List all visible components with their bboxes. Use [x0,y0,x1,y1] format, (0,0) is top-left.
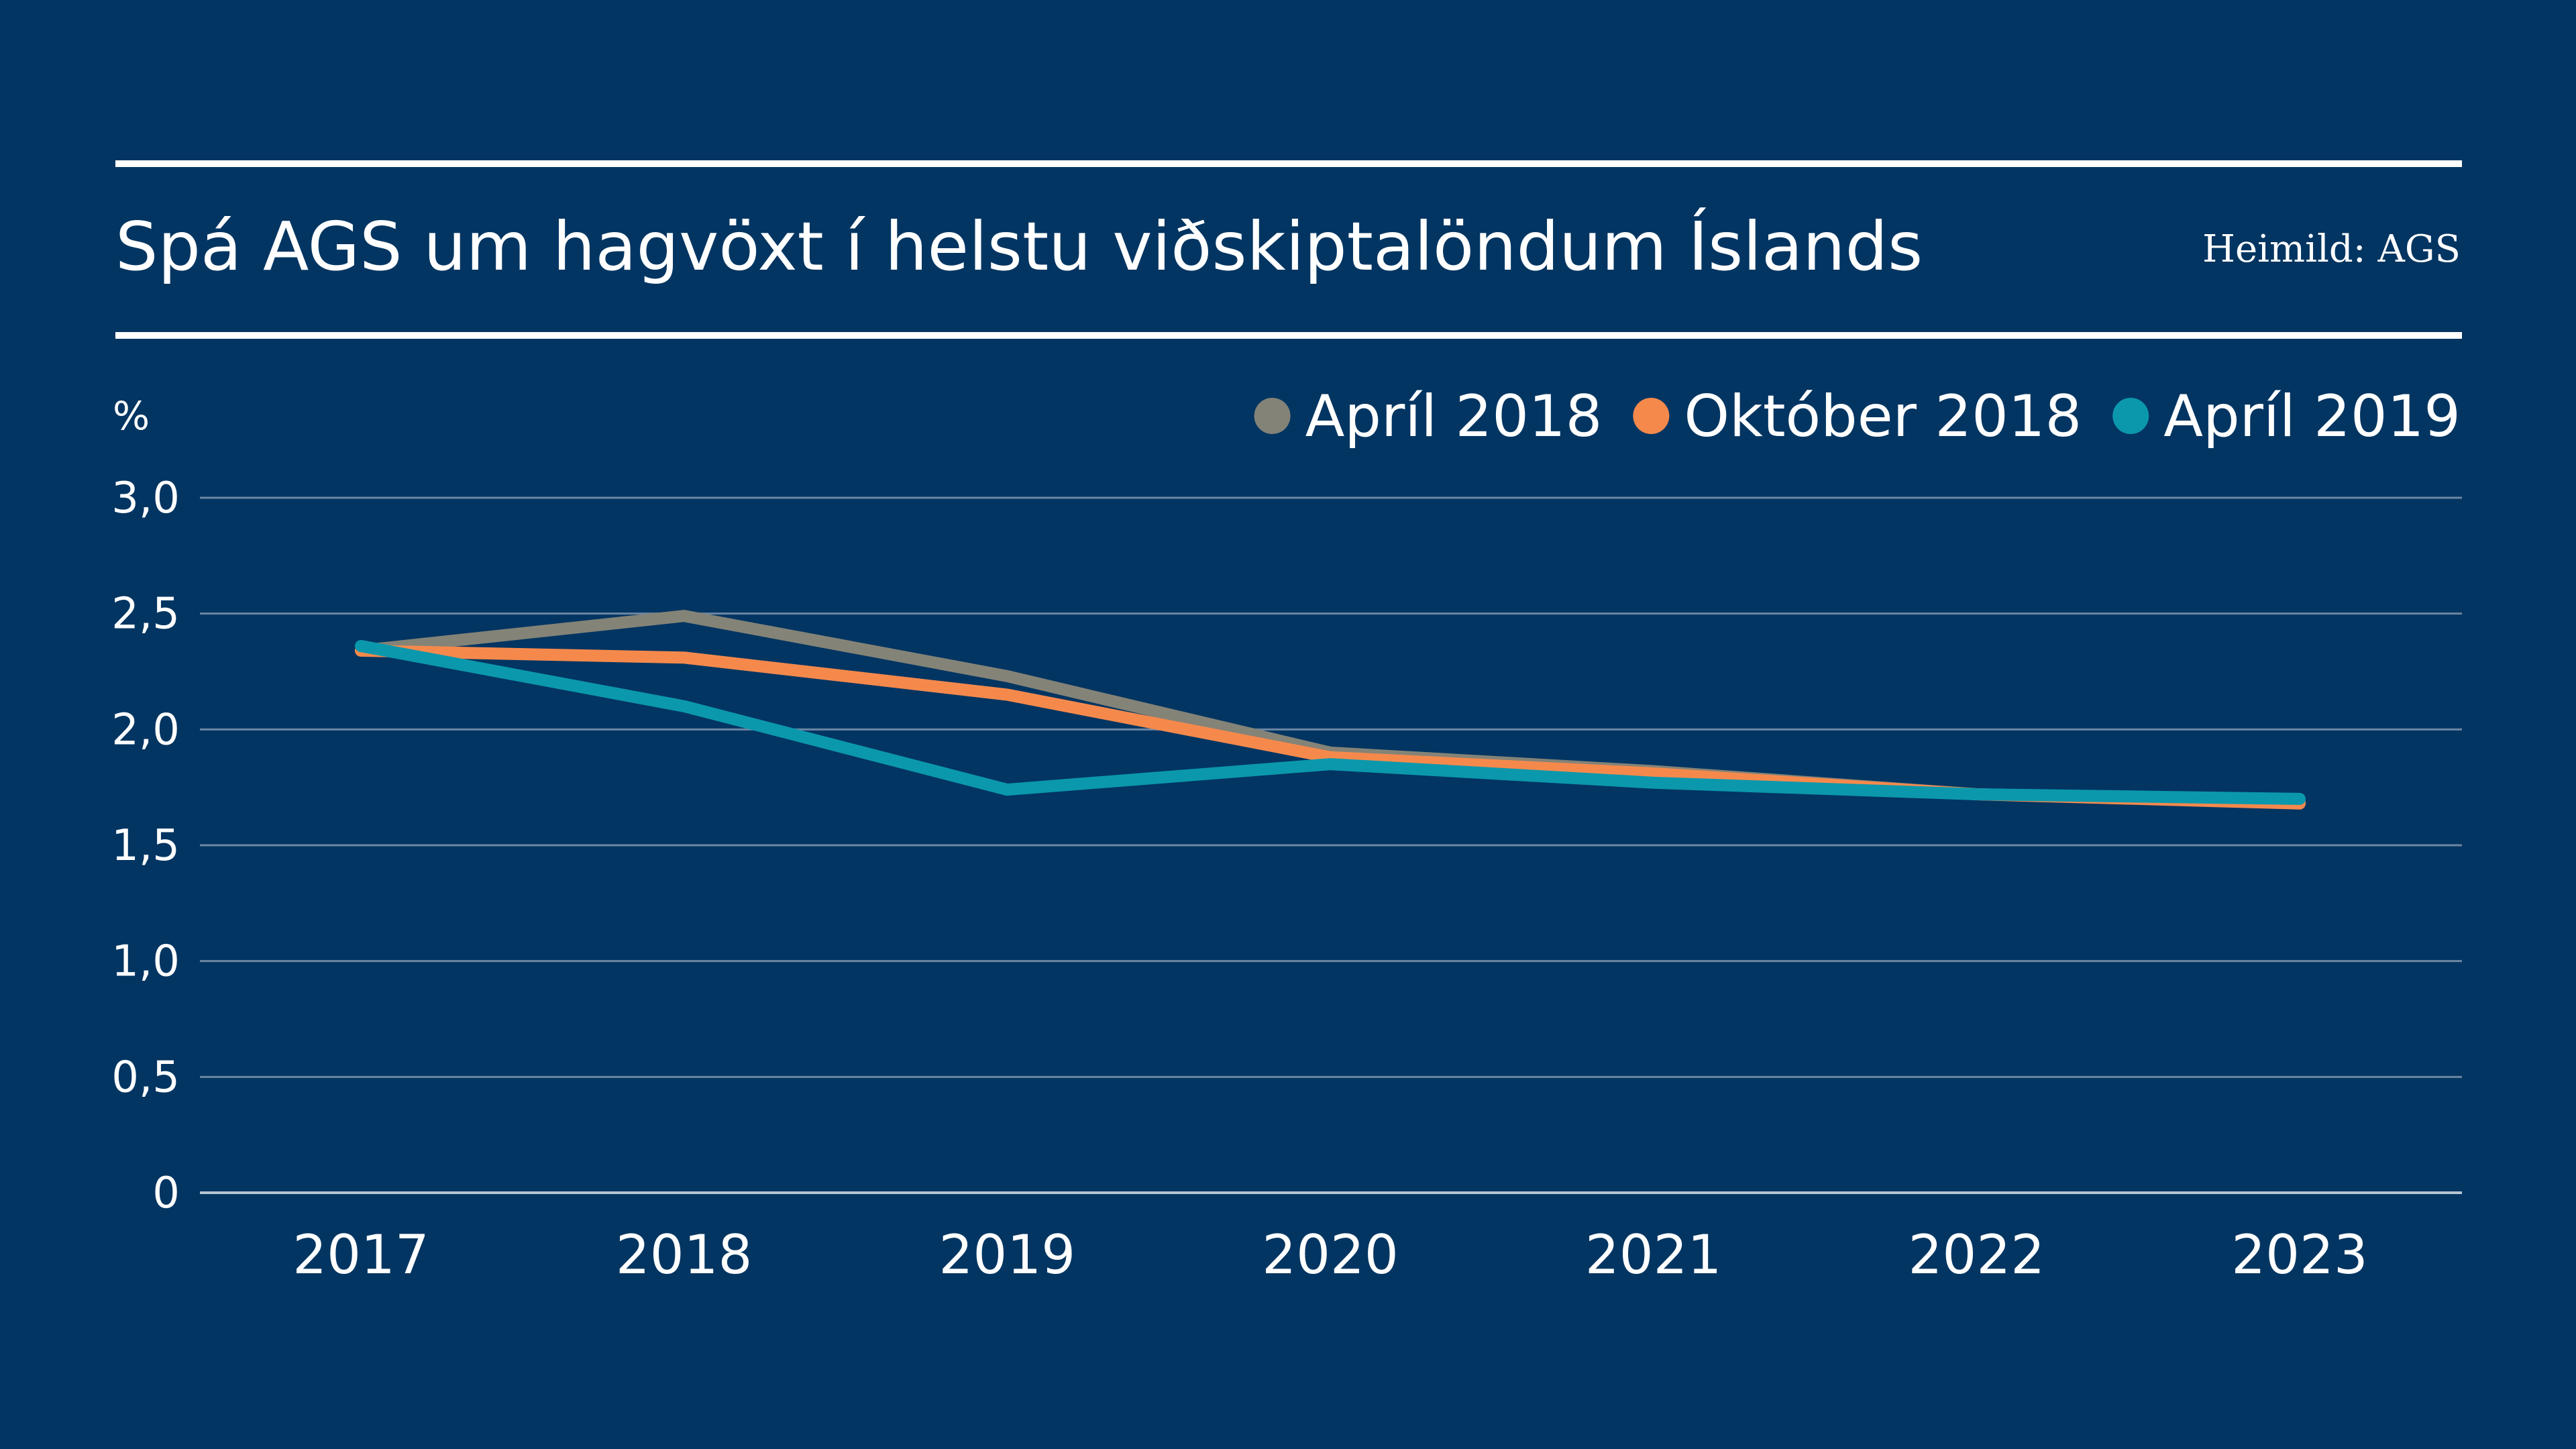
y-tick-label: 1,0 [111,937,180,987]
y-tick-label: 0,5 [111,1053,180,1102]
series-line-1 [355,610,2306,808]
source-note: Heimild: AGS [2202,227,2461,271]
x-tick-label: 2018 [616,1224,753,1286]
x-axis-ticks: 2017 2018 2019 2020 2021 2022 2023 [292,1224,2368,1286]
legend: Apríl 2019 Október 2018 Apríl 2018 [1254,383,2461,450]
legend-item: Október 2018 [1633,383,2082,450]
legend-label: Apríl 2019 [2163,383,2461,450]
legend-label: Apríl 2018 [1305,383,1603,450]
y-axis-unit-label: % [113,393,150,439]
y-tick-label: 0 [152,1169,180,1218]
y-tick-label: 3,0 [111,474,180,523]
x-tick-label: 2023 [2231,1224,2368,1286]
series-line-3 [355,640,2306,805]
gridlines [200,496,2462,1194]
legend-label: Október 2018 [1684,383,2082,450]
x-tick-label: 2017 [292,1224,429,1286]
legend-swatch [1633,398,1670,434]
series-line-2 [355,644,2306,810]
series-lines [355,610,2306,810]
legend-swatch [2112,398,2149,434]
legend-swatch [1254,398,1291,434]
y-tick-label: 2,5 [111,590,180,639]
y-tick-label: 2,0 [111,705,180,755]
x-tick-label: 2019 [939,1224,1076,1286]
legend-item: Apríl 2019 [2112,383,2461,450]
x-tick-label: 2022 [1909,1224,2045,1286]
y-tick-label: 1,5 [111,821,180,871]
y-axis-ticks: 0 0,5 1,0 1,5 2,0 2,5 3,0 [111,474,180,1218]
x-tick-label: 2021 [1585,1224,1722,1286]
chart-title: Spá AGS um hagvöxt í helstu viðskiptalön… [115,207,1923,286]
x-tick-label: 2020 [1262,1224,1399,1286]
legend-item: Apríl 2018 [1254,383,1603,450]
